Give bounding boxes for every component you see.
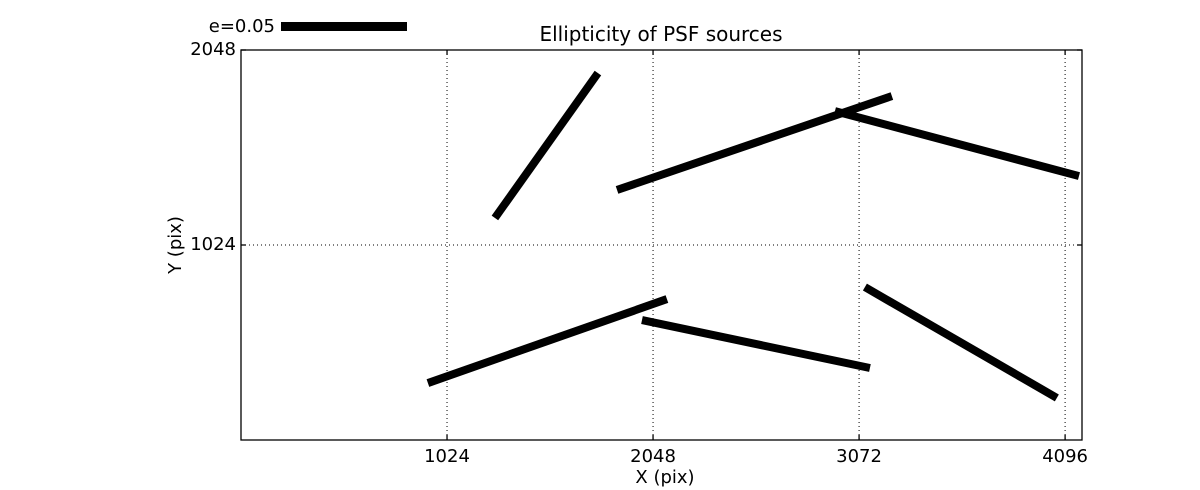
y-tick-label: 2048 xyxy=(190,39,236,60)
plot-title: Ellipticity of PSF sources xyxy=(539,22,782,46)
whiskers-group xyxy=(426,70,1081,402)
y-axis-label: Y (pix) xyxy=(165,216,186,275)
legend-scale-label: e=0.05 xyxy=(209,16,275,37)
whisker-segment xyxy=(862,283,1059,402)
tick-labels-group: 1024 2048 3072 4096 1024 2048 xyxy=(190,39,1088,467)
whisker-segment xyxy=(426,295,669,387)
whisker-segment xyxy=(641,316,871,372)
x-tick-label: 3072 xyxy=(836,446,882,467)
whisker-segment xyxy=(491,70,602,221)
gridlines-group xyxy=(241,50,1082,440)
y-tick-label: 1024 xyxy=(190,234,236,255)
legend-scale-bar xyxy=(281,22,407,31)
x-tick-label: 1024 xyxy=(424,446,470,467)
x-tick-label: 4096 xyxy=(1042,446,1088,467)
x-tick-label: 2048 xyxy=(630,446,676,467)
whisker-segment xyxy=(615,92,894,194)
plot-frame xyxy=(240,49,1083,441)
whisker-segment xyxy=(833,107,1081,180)
x-axis-label: X (pix) xyxy=(635,467,694,488)
